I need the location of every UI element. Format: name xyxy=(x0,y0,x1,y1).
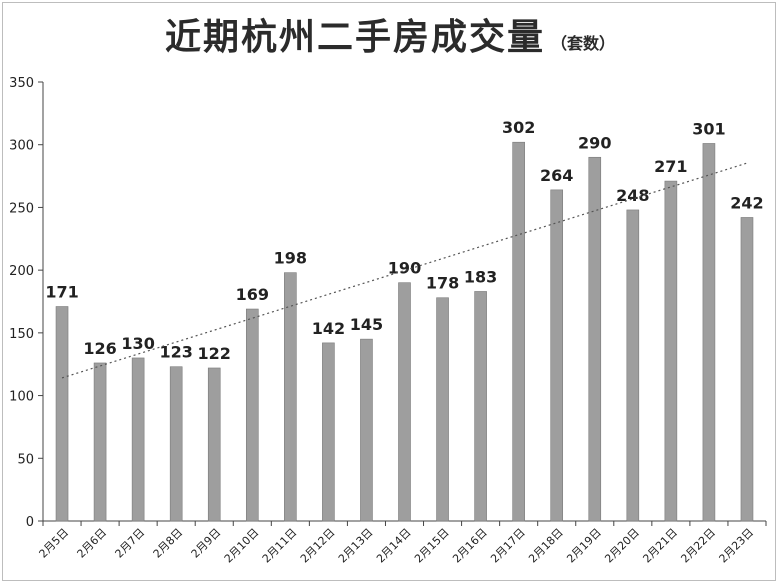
bar xyxy=(550,189,564,522)
bar xyxy=(55,306,69,522)
bar-value-label: 126 xyxy=(83,339,116,358)
bar-value-label: 301 xyxy=(692,119,725,138)
y-tick-label: 150 xyxy=(9,327,34,342)
bar-value-label: 130 xyxy=(121,334,154,353)
y-tick-label: 250 xyxy=(9,201,34,216)
chart-subtitle: （套数） xyxy=(551,34,616,53)
y-tick-label: 200 xyxy=(9,264,34,279)
bar xyxy=(322,342,335,522)
bar xyxy=(512,141,525,522)
bar-value-label: 302 xyxy=(502,118,535,137)
y-tick-label: 300 xyxy=(9,139,34,154)
bar-value-label: 123 xyxy=(159,343,192,362)
x-tick-label: 2月5日 xyxy=(36,526,71,561)
bar-value-label: 242 xyxy=(730,193,763,212)
x-tick-label: 2月17日 xyxy=(488,526,528,566)
bar xyxy=(626,209,640,522)
bar xyxy=(474,291,487,522)
chart-title: 近期杭州二手房成交量 xyxy=(164,17,545,58)
bar-value-label: 145 xyxy=(350,315,383,334)
bar xyxy=(740,217,754,522)
chart-title-block: 近期杭州二手房成交量 （套数） xyxy=(0,8,780,60)
bar xyxy=(245,308,259,522)
bar xyxy=(664,180,678,522)
x-tick-label: 2月15日 xyxy=(412,526,452,566)
bar-value-label: 178 xyxy=(426,274,459,293)
x-tick-label: 2月23日 xyxy=(716,526,756,566)
bar-value-label: 264 xyxy=(540,166,573,185)
bar-value-label: 190 xyxy=(388,259,421,278)
x-tick-label: 2月12日 xyxy=(298,526,338,566)
x-tick-label: 2月20日 xyxy=(602,526,642,566)
y-tick-label: 350 xyxy=(9,76,34,91)
y-tick-label: 50 xyxy=(17,452,34,467)
bar xyxy=(702,143,716,522)
x-tick-label: 2月10日 xyxy=(222,526,262,566)
x-tick-label: 2月8日 xyxy=(151,526,186,561)
bar xyxy=(284,272,297,522)
bar xyxy=(131,357,145,522)
bar xyxy=(588,156,602,522)
x-tick-label: 2月18日 xyxy=(526,526,566,566)
x-tick-label: 2月14日 xyxy=(374,526,414,566)
y-tick-label: 100 xyxy=(9,390,34,405)
bar-value-label: 183 xyxy=(464,267,497,286)
bar-value-label: 142 xyxy=(312,319,345,338)
bar xyxy=(93,362,107,522)
bar-value-label: 198 xyxy=(274,249,307,268)
x-tick-label: 2月11日 xyxy=(260,526,300,566)
y-tick-label: 0 xyxy=(26,515,34,530)
bar xyxy=(398,282,411,522)
bar xyxy=(169,366,183,522)
x-tick-label: 2月19日 xyxy=(564,526,604,566)
x-tick-label: 2月9日 xyxy=(189,526,224,561)
bar-value-label: 271 xyxy=(654,157,687,176)
bar xyxy=(207,367,221,522)
bar xyxy=(360,338,373,522)
x-tick-label: 2月13日 xyxy=(336,526,376,566)
bar-value-label: 248 xyxy=(616,186,649,205)
x-tick-label: 2月21日 xyxy=(640,526,680,566)
bar xyxy=(436,297,449,522)
bar-value-label: 169 xyxy=(236,285,269,304)
x-tick-label: 2月16日 xyxy=(450,526,490,566)
x-tick-label: 2月7日 xyxy=(113,526,148,561)
x-tick-label: 2月6日 xyxy=(75,526,110,561)
x-tick-label: 2月22日 xyxy=(678,526,718,566)
bar-value-label: 171 xyxy=(45,283,78,302)
bar-value-label: 290 xyxy=(578,133,611,152)
bar-value-label: 122 xyxy=(198,344,231,363)
